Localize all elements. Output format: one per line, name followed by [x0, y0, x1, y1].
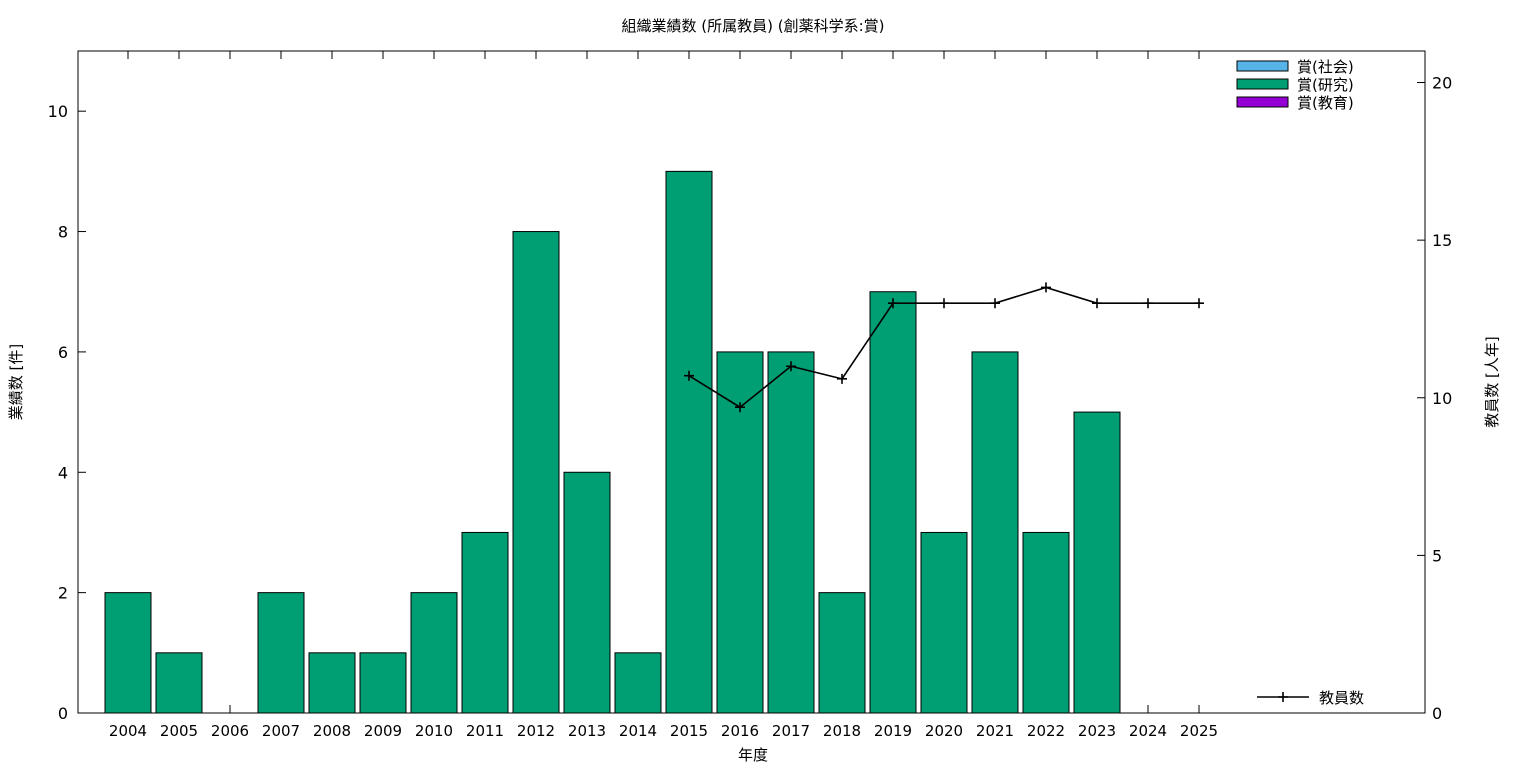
x-tick-label: 2005: [160, 722, 198, 740]
line-point: [1194, 298, 1204, 309]
bar: [818, 592, 866, 714]
legend-swatch: [1236, 96, 1289, 108]
x-tick-label: 2017: [772, 722, 810, 740]
x-tick-label: 2006: [211, 722, 249, 740]
y2-axis-label: 教員数 [人年]: [1483, 336, 1501, 427]
y2-tick-label: 20: [1432, 74, 1452, 93]
bars: [104, 170, 1121, 714]
x-tick-label: 2024: [1129, 722, 1167, 740]
y2-tick-label: 5: [1432, 546, 1442, 565]
bar: [1022, 531, 1070, 714]
x-tick-label: 2007: [262, 722, 300, 740]
line-point: [1092, 298, 1102, 309]
bar: [869, 291, 917, 714]
bar: [512, 231, 560, 714]
plot-frame: [77, 50, 1426, 714]
y-tick-label: 4: [58, 463, 68, 482]
line-point: [939, 298, 949, 309]
bar: [155, 652, 203, 714]
y-tick-label: 0: [58, 704, 68, 723]
x-tick-label: 2023: [1078, 722, 1116, 740]
bar: [1073, 411, 1121, 714]
bar: [461, 531, 509, 714]
legend-label: 賞(社会): [1297, 58, 1354, 76]
bar: [359, 652, 407, 714]
bar: [767, 351, 815, 714]
y2-tick-label: 15: [1432, 231, 1452, 250]
y2-tick-label: 0: [1432, 704, 1442, 723]
bar: [308, 652, 356, 714]
legend: 賞(社会)賞(研究)賞(教育): [1236, 58, 1354, 112]
legend-label: 賞(教育): [1297, 94, 1354, 112]
y-tick-label: 8: [58, 223, 68, 242]
x-tick-label: 2004: [109, 722, 147, 740]
x-tick-label: 2013: [568, 722, 606, 740]
bar: [257, 592, 305, 714]
x-tick-label: 2020: [925, 722, 963, 740]
y-axis: 0 2 4 6 8 10: [48, 102, 68, 723]
y-tick-label: 10: [48, 102, 68, 121]
bar: [104, 592, 152, 714]
line-series: [684, 282, 1204, 413]
x-tick-label: 2022: [1027, 722, 1065, 740]
line-point: [990, 298, 1000, 309]
line-point: [888, 298, 898, 309]
y2-axis: 0 5 10 15 20: [1432, 74, 1452, 723]
bar: [614, 652, 662, 714]
x-tick-label: 2012: [517, 722, 555, 740]
x-tick-label: 2008: [313, 722, 351, 740]
x-axis: 2004 2005 2006 2007 2008 2009 2010 2011 2012 2013…: [109, 722, 1218, 740]
legend-line: 教員数: [1257, 689, 1364, 707]
x-tick-label: 2009: [364, 722, 402, 740]
line-point: [837, 373, 847, 384]
y2-tick-label: 10: [1432, 389, 1452, 408]
y-axis-label: 業績数 [件]: [7, 344, 25, 420]
bar: [410, 592, 458, 714]
y-tick-label: 2: [58, 584, 68, 603]
chart-title: 組織業績数 (所属教員) (創薬科学系:賞): [622, 17, 885, 35]
legend-line-marker: [1278, 692, 1288, 702]
line-point: [786, 361, 796, 372]
line-point: [1041, 282, 1051, 293]
bar: [971, 351, 1019, 714]
x-tick-label: 2025: [1180, 722, 1218, 740]
legend-label: 教員数: [1319, 689, 1364, 707]
x-tick-label: 2016: [721, 722, 759, 740]
line-point: [1143, 298, 1153, 309]
bar: [563, 471, 611, 714]
line-point: [684, 370, 694, 381]
y-tick-label: 6: [58, 343, 68, 362]
bar: [665, 170, 713, 714]
x-tick-label: 2019: [874, 722, 912, 740]
bar: [920, 531, 968, 714]
x-tick-label: 2011: [466, 722, 504, 740]
legend-swatch: [1236, 78, 1289, 90]
legend-swatch: [1236, 60, 1289, 72]
line-point: [735, 402, 745, 413]
x-tick-label: 2010: [415, 722, 453, 740]
x-tick-label: 2015: [670, 722, 708, 740]
x-tick-label: 2021: [976, 722, 1014, 740]
x-axis-label: 年度: [738, 746, 768, 764]
x-tick-label: 2018: [823, 722, 861, 740]
x-tick-label: 2014: [619, 722, 657, 740]
legend-label: 賞(研究): [1297, 76, 1354, 94]
